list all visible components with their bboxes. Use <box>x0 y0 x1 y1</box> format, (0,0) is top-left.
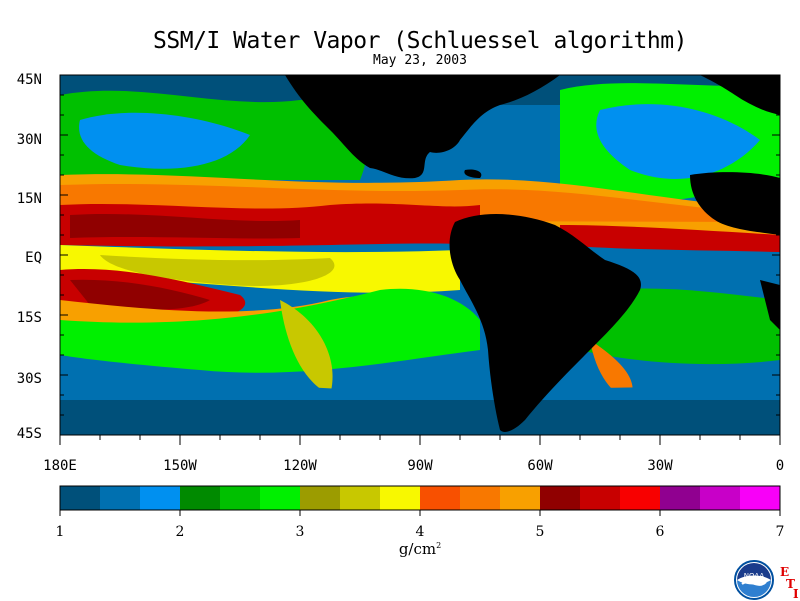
lon-label-90w: 90W <box>407 458 433 474</box>
colorbar-swatch <box>100 486 141 510</box>
colorbar-tick-3: 3 <box>295 524 305 540</box>
africa-north <box>690 172 780 235</box>
field-south-edge <box>60 400 780 435</box>
colorbar-tick-4: 4 <box>415 524 425 540</box>
colorbar-tick-1: 1 <box>55 524 65 540</box>
field-green-south <box>60 288 480 373</box>
colorbar-swatch <box>660 486 701 510</box>
field-blue-nw-gyre <box>79 112 251 169</box>
colorbar-units: g/cm2 <box>360 540 480 558</box>
field-itcz-core <box>70 213 300 239</box>
lat-label-30n: 30N <box>16 132 42 148</box>
south-america <box>449 214 641 432</box>
map-field <box>60 75 780 435</box>
units-text: g/cm <box>398 540 437 558</box>
north-america <box>285 75 560 179</box>
map-title: SSM/I Water Vapor (Schluessel algorithm) <box>153 28 687 54</box>
colorbar-swatch <box>620 486 661 510</box>
colorbar-swatch <box>380 486 421 510</box>
field-blue-ne-gyre <box>596 104 760 179</box>
field-darkred-south <box>70 279 210 310</box>
logo-letter-e: E <box>780 565 790 579</box>
colorbar-ticks <box>59 510 781 516</box>
field-itcz-atlantic <box>560 225 780 252</box>
colorbar-tick-5: 5 <box>535 524 545 540</box>
colorbar-tick-7: 7 <box>775 524 785 540</box>
colorbar-swatch <box>60 486 101 510</box>
colorbar-swatch <box>700 486 741 510</box>
units-superscript: 2 <box>436 541 442 550</box>
colorbar-tick-2: 2 <box>175 524 185 540</box>
lat-label-45s: 45S <box>16 426 42 442</box>
colorbar-swatch <box>260 486 301 510</box>
colorbar-swatch <box>460 486 501 510</box>
field-olive-spcz <box>280 300 333 395</box>
lon-label-120w: 120W <box>283 458 317 474</box>
colorbar-swatch <box>300 486 341 510</box>
colorbar-swatch <box>420 486 461 510</box>
lon-label-150w: 150W <box>163 458 197 474</box>
noaa-logo: NOAA <box>734 560 774 600</box>
lat-label-15n: 15N <box>16 191 42 207</box>
colorbar-swatch <box>580 486 621 510</box>
colorbar-swatch <box>140 486 181 510</box>
lon-label-60w: 60W <box>527 458 553 474</box>
field-orange-satl <box>590 340 633 400</box>
lon-label-0: 0 <box>775 458 785 474</box>
colorbar-swatches <box>60 486 781 510</box>
colorbar-swatch <box>740 486 781 510</box>
lat-label-15s: 15S <box>16 310 42 326</box>
caribbean-island <box>464 169 482 178</box>
lat-label-45n: 45N <box>16 72 42 88</box>
europe <box>700 75 780 115</box>
colorbar-swatch <box>340 486 381 510</box>
map-ticks <box>59 74 781 445</box>
logo-letter-t: T <box>786 577 795 591</box>
lat-label-eq: EQ <box>25 250 42 266</box>
map-date: May 23, 2003 <box>373 53 467 68</box>
africa-south <box>760 280 780 330</box>
colorbar-swatch <box>540 486 581 510</box>
lat-label-30s: 30S <box>16 371 42 387</box>
lon-label-30w: 30W <box>647 458 673 474</box>
colorbar-tick-6: 6 <box>655 524 665 540</box>
lon-label-180e: 180E <box>43 458 77 474</box>
field-olive-eq <box>100 255 335 286</box>
noaa-logo-text: NOAA <box>744 572 765 580</box>
logo-letter-i: I <box>793 587 799 601</box>
colorbar-swatch <box>180 486 221 510</box>
florida <box>394 143 412 165</box>
colorbar-swatch <box>220 486 261 510</box>
colorbar-swatch <box>500 486 541 510</box>
